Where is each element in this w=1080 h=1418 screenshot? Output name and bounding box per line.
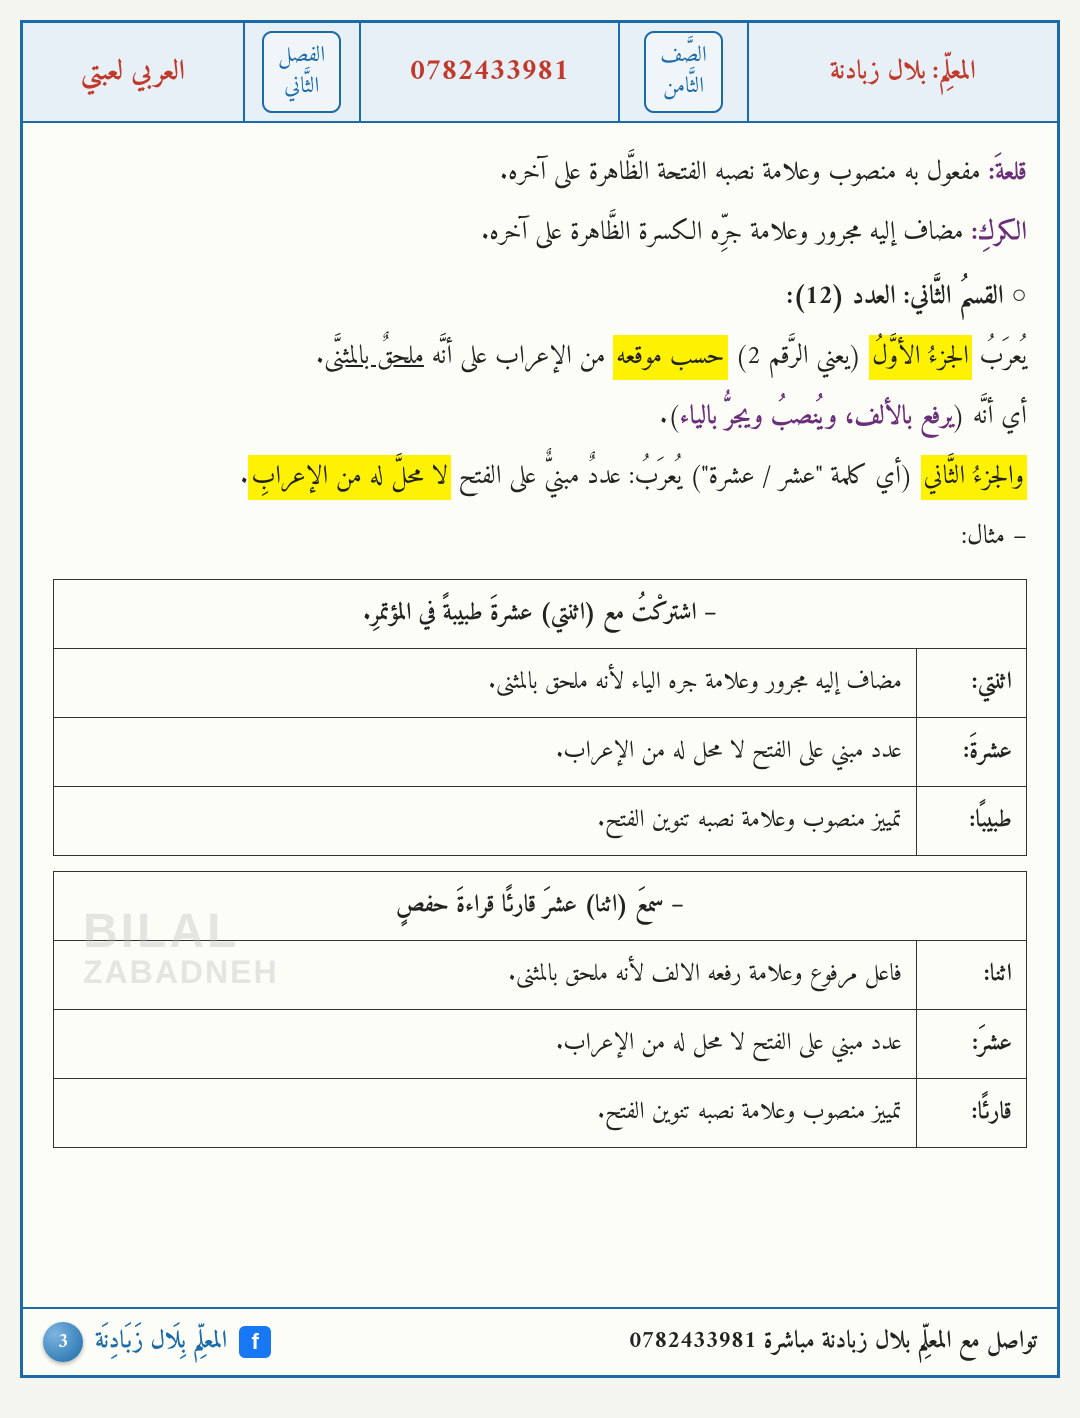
teacher-name: بلال زبادنة xyxy=(830,50,926,95)
para-1: يُعرَبُ الجزءُ الأوَّلُ (يعني الرَّقم 2)… xyxy=(53,332,1027,384)
phone-cell: 0782433981 xyxy=(359,23,619,121)
teacher-cell: المعلِّم: بلال زبادنة xyxy=(747,23,1057,121)
example-label: – مثال: xyxy=(53,512,1027,564)
table-row: اثنتي: مضاف إليه مجرور وعلامة جره الياء … xyxy=(54,649,1027,718)
t1-r2-term: طبيبًا: xyxy=(917,787,1027,856)
grade-inner: الصَّف الثَّامن xyxy=(644,31,723,113)
header-bar: المعلِّم: بلال زبادنة الصَّف الثَّامن 07… xyxy=(23,23,1057,123)
t2-r2-term: قارئًا: xyxy=(917,1079,1027,1148)
desc-qalaa: مفعول به منصوب وعلامة نصبه الفتحة الظَّا… xyxy=(500,151,981,196)
p2-end: ). xyxy=(660,395,680,440)
footer-right: f المعلِّم بِلَال زَبَادِنَة 3 xyxy=(43,1321,271,1363)
section-2-text: القسمُ الثَّاني: العدد (12): xyxy=(786,275,1003,320)
p1-mid1: (يعني الرَّقم 2) xyxy=(728,335,870,380)
grammar-line-1: قلعةَ: مفعول به منصوب وعلامة نصبه الفتحة… xyxy=(53,148,1027,200)
footer-contact: تواصل مع المعلِّم بلال زبادنة مباشرة 078… xyxy=(629,1321,1037,1363)
p1-hl2: حسب موقعه xyxy=(613,335,727,380)
page-container: المعلِّم: بلال زبادنة الصَّف الثَّامن 07… xyxy=(20,20,1060,1378)
table-row: عشرةَ: عدد مبني على الفتح لا محل له من ا… xyxy=(54,718,1027,787)
t1-r0-desc: مضاف إليه مجرور وعلامة جره الياء لأنه مل… xyxy=(54,649,917,718)
desc-karak: مضاف إليه مجرور وعلامة جرِّه الكسرة الظَ… xyxy=(481,211,963,256)
grade-box: الصَّف الثَّامن xyxy=(618,23,746,121)
p3-hl2: لا محلَّ له من الإعرابِ xyxy=(248,455,451,500)
p2-pre: أي أنَّه ( xyxy=(953,395,1027,440)
semester-line2: الثَّاني xyxy=(278,72,325,103)
watermark-line2: ZABADNEH xyxy=(83,956,279,988)
p1-end: . xyxy=(316,335,324,380)
facebook-icon: f xyxy=(239,1326,271,1358)
footer-teacher-name: المعلِّم بِلَال زَبَادِنَة xyxy=(95,1321,227,1363)
semester-inner: الفصل الثَّاني xyxy=(262,31,341,113)
table-row: عشرَ: عدد مبني على الفتح لا محل له من ال… xyxy=(54,1010,1027,1079)
para-2: أي أنَّه (يرفع بالألف، ويُنصبُ ويجرُّ با… xyxy=(53,392,1027,444)
grade-line2: الثَّامن xyxy=(660,72,707,103)
t1-r1-desc: عدد مبني على الفتح لا محل له من الإعراب. xyxy=(54,718,917,787)
example-table-1: – اشتركْتُ مع (اثنتي) عشرةَ طبيبةً في ال… xyxy=(53,579,1027,856)
p2-red: يرفع بالألف، ويُنصبُ ويجرُّ بالياء xyxy=(680,395,953,440)
p1-hl1: الجزءُ الأوَّلُ xyxy=(869,335,972,380)
p1-pre: يُعرَبُ xyxy=(972,335,1027,380)
t1-r0-term: اثنتي: xyxy=(917,649,1027,718)
semester-box: الفصل الثَّاني xyxy=(243,23,359,121)
watermark-line1: BILAL xyxy=(83,908,279,956)
section-2-head: القسمُ الثَّاني: العدد (12): xyxy=(53,272,1027,324)
footer-bar: تواصل مع المعلِّم بلال زبادنة مباشرة 078… xyxy=(23,1307,1057,1375)
para-3: والجزءُ الثَّاني (أي كلمة "عشر / عشرة") … xyxy=(53,452,1027,504)
subject-text: العربي لعبتي xyxy=(81,48,185,97)
term-karak: الكركِ: xyxy=(971,211,1027,256)
watermark-logo: BILAL ZABADNEH xyxy=(83,908,279,988)
content-area: قلعةَ: مفعول به منصوب وعلامة نصبه الفتحة… xyxy=(23,123,1057,1188)
page-number: 3 xyxy=(43,1322,83,1362)
t1-r2-desc: تمييز منصوب وعلامة نصبه تنوين الفتح. xyxy=(54,787,917,856)
phone-number: 0782433981 xyxy=(410,46,570,99)
table-row: قارئًا: تمييز منصوب وعلامة نصبه تنوين ال… xyxy=(54,1079,1027,1148)
t2-r1-desc: عدد مبني على الفتح لا محل له من الإعراب. xyxy=(54,1010,917,1079)
t1-header: – اشتركْتُ مع (اثنتي) عشرةَ طبيبةً في ال… xyxy=(54,580,1027,649)
teacher-label: المعلِّم: xyxy=(932,50,976,95)
subject-cell: العربي لعبتي xyxy=(23,23,243,121)
t2-r0-term: اثنا: xyxy=(917,941,1027,1010)
grammar-line-2: الكركِ: مضاف إليه مجرور وعلامة جرِّه الك… xyxy=(53,208,1027,260)
p3-hl1: والجزءُ الثَّاني xyxy=(921,455,1027,500)
p1-underline: ملحقٌ بالمثنَّى xyxy=(324,335,424,380)
term-qalaa: قلعةَ: xyxy=(988,151,1027,196)
p1-mid2: من الإعراب على أنَّه xyxy=(424,335,613,380)
t2-r2-desc: تمييز منصوب وعلامة نصبه تنوين الفتح. xyxy=(54,1079,917,1148)
t2-r1-term: عشرَ: xyxy=(917,1010,1027,1079)
table-row: طبيبًا: تمييز منصوب وعلامة نصبه تنوين ال… xyxy=(54,787,1027,856)
p3-mid: (أي كلمة "عشر / عشرة") يُعرَبُ: عددٌ مبن… xyxy=(451,455,921,500)
t1-r1-term: عشرةَ: xyxy=(917,718,1027,787)
